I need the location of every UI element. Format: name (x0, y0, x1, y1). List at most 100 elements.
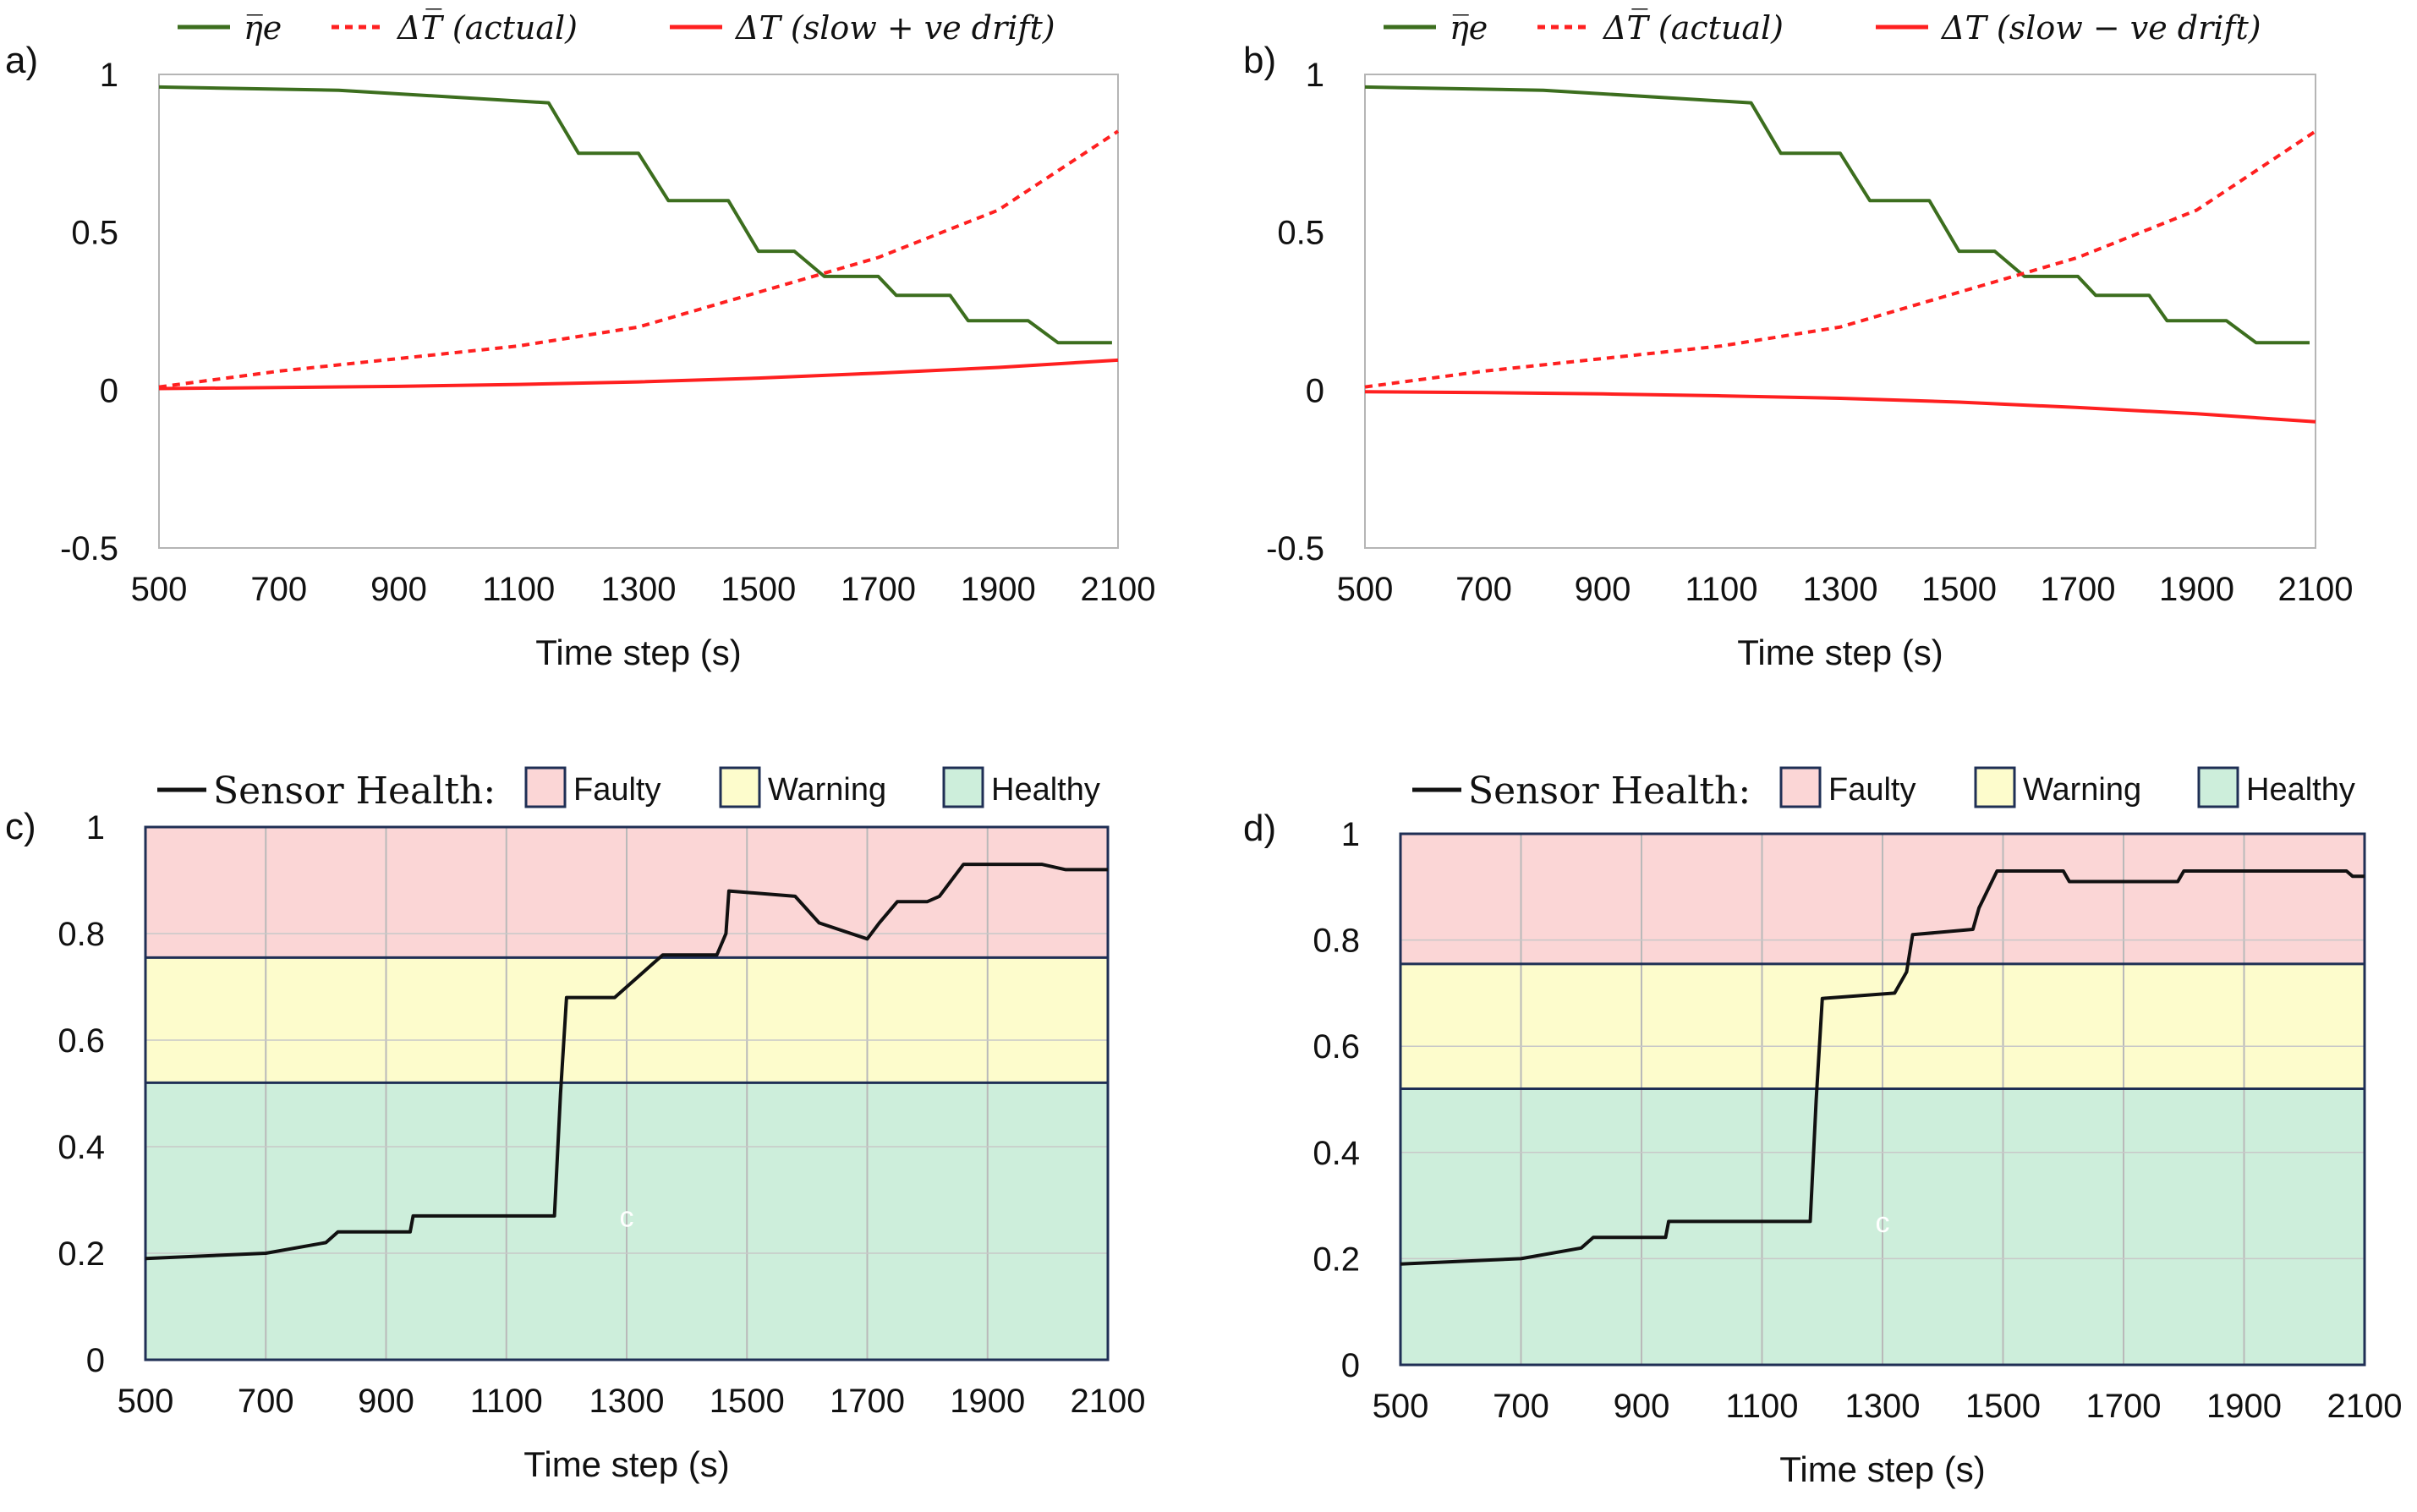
legend-box (1779, 766, 1822, 808)
legend-title: Sensor Health: (1468, 770, 1751, 813)
x-axis-label: Time step (s) (523, 1444, 729, 1484)
legend-label: Faulty (573, 772, 660, 808)
y-tick-label: 0 (1306, 372, 1324, 409)
x-tick-label: 1900 (950, 1383, 1025, 1420)
legend-box (719, 766, 761, 808)
legend-label: Healthy (991, 772, 1100, 808)
y-tick-label: 0.2 (1313, 1241, 1360, 1278)
x-tick-label: 500 (1373, 1388, 1429, 1425)
x-tick-label: 900 (1614, 1388, 1670, 1425)
legend-label: Healthy (2246, 772, 2355, 808)
x-tick-label: 1300 (1845, 1388, 1921, 1425)
x-tick-label: 2100 (2327, 1388, 2403, 1425)
y-tick-label: 0.6 (58, 1022, 105, 1060)
legend-box (942, 766, 984, 808)
y-tick-label: 0.5 (1277, 215, 1324, 252)
series-line (158, 85, 1112, 345)
series-line (1400, 869, 2365, 1266)
panel-label: b) (1243, 40, 1276, 81)
x-tick-label: 1100 (470, 1383, 543, 1420)
legend-label: Warning (2023, 772, 2141, 808)
legend-label: ΔT (slow + ve drift) (734, 9, 1055, 47)
y-tick-label: 0 (100, 372, 118, 409)
plot-frame (158, 74, 1119, 549)
x-tick-label: 900 (358, 1383, 414, 1420)
panel-label: a) (5, 40, 38, 81)
legend-label: ΔT (slow − ve drift) (1940, 9, 2261, 47)
legend-label: η̅e (244, 9, 282, 47)
legend-box (524, 766, 567, 808)
x-tick-label: 900 (1575, 571, 1631, 608)
x-tick-label: 1100 (1685, 571, 1757, 608)
y-tick-label: -0.5 (60, 530, 118, 567)
x-tick-label: 500 (118, 1383, 174, 1420)
series-line (158, 358, 1119, 391)
y-tick-label: 0.6 (1313, 1028, 1360, 1066)
y-tick-label: 1 (1341, 816, 1360, 853)
y-tick-label: 0.4 (58, 1129, 105, 1166)
series-line (1364, 129, 2317, 389)
y-tick-label: 1 (86, 809, 105, 846)
legend-label: Faulty (1828, 772, 1916, 808)
plot-frame (1399, 832, 2366, 1367)
x-tick-label: 1700 (2041, 571, 2116, 608)
y-tick-label: 0.8 (1313, 923, 1360, 960)
plot-marker-label: c (1876, 1207, 1890, 1239)
x-tick-label: 1500 (1921, 571, 1997, 608)
y-tick-label: 0.5 (71, 215, 118, 252)
y-tick-label: 1 (1306, 57, 1324, 94)
y-tick-label: -0.5 (1266, 530, 1324, 567)
x-tick-label: 2100 (2278, 571, 2354, 608)
panel-label: d) (1243, 808, 1276, 849)
x-tick-label: 1900 (2159, 571, 2234, 608)
y-tick-label: 0 (1341, 1347, 1360, 1384)
series-line (145, 863, 1108, 1261)
y-tick-label: 0.4 (1313, 1135, 1360, 1172)
y-tick-label: 1 (100, 57, 118, 94)
x-tick-label: 1300 (589, 1383, 665, 1420)
plot-frame (1364, 74, 2316, 549)
x-tick-label: 500 (1337, 571, 1394, 608)
x-tick-label: 2100 (1071, 1383, 1146, 1420)
y-tick-label: 0 (86, 1342, 105, 1379)
x-tick-label: 700 (238, 1383, 294, 1420)
x-axis-label: Time step (s) (1779, 1449, 1985, 1489)
y-tick-label: 0.2 (58, 1235, 105, 1273)
legend-label: Warning (768, 772, 886, 808)
legend-box (2197, 766, 2239, 808)
x-tick-label: 1700 (830, 1383, 905, 1420)
legend-title: Sensor Health: (213, 770, 496, 813)
x-tick-label: 500 (131, 571, 188, 608)
x-tick-label: 1500 (1965, 1388, 2041, 1425)
series-line (158, 129, 1120, 389)
series-line (1364, 85, 2310, 345)
y-tick-label: 0.8 (58, 916, 105, 953)
plot-marker-label: c (620, 1202, 634, 1234)
x-tick-label: 1700 (841, 571, 916, 608)
x-tick-label: 2100 (1081, 571, 1156, 608)
x-tick-label: 1500 (721, 571, 796, 608)
legend-label: ΔT̅ (actual) (1602, 8, 1784, 47)
x-tick-label: 700 (250, 571, 307, 608)
x-tick-label: 700 (1493, 1388, 1549, 1425)
x-tick-label: 1300 (1803, 571, 1878, 608)
x-tick-label: 1900 (961, 571, 1036, 608)
x-tick-label: 1300 (601, 571, 677, 608)
x-tick-label: 1700 (2086, 1388, 2162, 1425)
plot-frame (144, 825, 1110, 1361)
legend-label: η̅e (1450, 9, 1488, 47)
x-tick-label: 900 (370, 571, 427, 608)
series-line (1364, 390, 2316, 424)
x-tick-label: 700 (1455, 571, 1512, 608)
legend-box (1974, 766, 2016, 808)
x-axis-label: Time step (s) (1737, 633, 1943, 672)
x-tick-label: 1500 (710, 1383, 785, 1420)
x-tick-label: 1100 (1725, 1388, 1798, 1425)
x-axis-label: Time step (s) (535, 633, 741, 672)
x-tick-label: 1100 (482, 571, 555, 608)
